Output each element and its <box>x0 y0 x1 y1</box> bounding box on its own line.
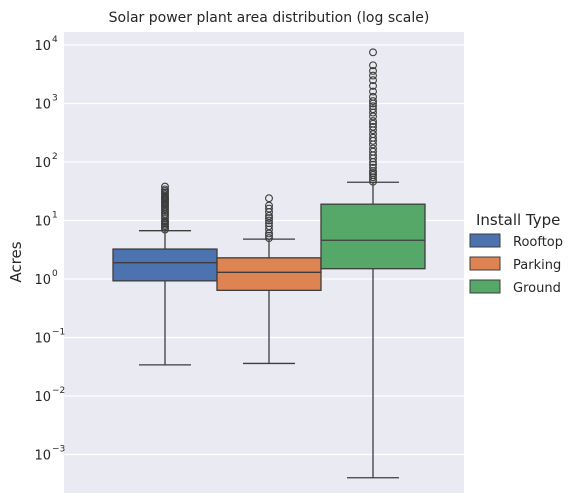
legend-label: Ground <box>513 281 561 296</box>
chart-title: Solar power plant area distribution (log… <box>109 10 430 26</box>
legend-swatch-parking <box>469 256 501 271</box>
y-tick-label: 10 <box>34 273 51 288</box>
y-tick-label: 10 <box>34 215 51 230</box>
outlier-point <box>369 81 377 90</box>
legend-label: Rooftop <box>513 235 563 250</box>
y-tick-label: 10 <box>34 390 51 405</box>
box-rooftop <box>112 182 218 366</box>
outlier-point <box>369 92 377 101</box>
box-iqr <box>112 248 218 282</box>
outlier-point <box>369 61 377 70</box>
outlier-point <box>265 234 273 243</box>
outlier-point <box>369 71 377 80</box>
outlier-point <box>161 185 169 194</box>
y-tick-label: 10 <box>34 39 51 54</box>
y-tick-exponent: 3 <box>52 94 58 104</box>
y-tick-label: 10 <box>34 332 51 347</box>
outlier-point <box>369 160 377 169</box>
box-parking <box>216 194 322 365</box>
gridlines <box>64 44 464 456</box>
outlier-point <box>369 87 377 96</box>
y-tick-exponent: −3 <box>52 445 65 455</box>
y-axis-label: Acres <box>7 241 25 282</box>
legend-label: Parking <box>513 258 561 273</box>
y-tick-exponent: 4 <box>52 35 58 45</box>
y-tick-exponent: 1 <box>52 211 58 221</box>
y-tick-exponent: 0 <box>52 269 58 279</box>
y-tick-exponent: −2 <box>52 386 65 396</box>
y-tick-label: 10 <box>34 156 51 171</box>
outlier-point <box>265 222 273 231</box>
box-iqr <box>216 257 322 291</box>
outlier-point <box>369 76 377 85</box>
outlier-point <box>161 182 169 191</box>
outlier-point <box>369 122 377 131</box>
outlier-point <box>265 194 273 203</box>
legend-swatch-rooftop <box>469 233 501 248</box>
outlier-point <box>265 214 273 223</box>
outlier-point <box>265 216 273 225</box>
outlier-point <box>265 231 273 240</box>
legend: Install Type Rooftop Parking Ground <box>469 211 563 296</box>
y-tick-label: 10 <box>34 449 51 464</box>
box-plots <box>112 48 426 479</box>
outlier-point <box>369 173 377 182</box>
y-tick-exponent: −1 <box>52 328 65 338</box>
outlier-point <box>369 105 377 114</box>
y-tick-label: 10 <box>34 98 51 113</box>
outlier-point <box>369 97 377 106</box>
outlier-point <box>265 204 273 213</box>
legend-swatch-ground <box>469 279 501 294</box>
outlier-point <box>369 133 377 142</box>
outlier-point <box>369 48 377 57</box>
outlier-point <box>161 214 169 223</box>
box-ground <box>320 48 426 479</box>
outlier-point <box>369 144 377 153</box>
outlier-point <box>369 163 377 172</box>
y-tick-exponent: 2 <box>52 152 58 162</box>
box-iqr <box>320 203 426 270</box>
outlier-point <box>369 117 377 126</box>
outlier-point <box>369 67 377 75</box>
legend-title: Install Type <box>476 211 560 229</box>
outlier-point <box>369 102 377 111</box>
